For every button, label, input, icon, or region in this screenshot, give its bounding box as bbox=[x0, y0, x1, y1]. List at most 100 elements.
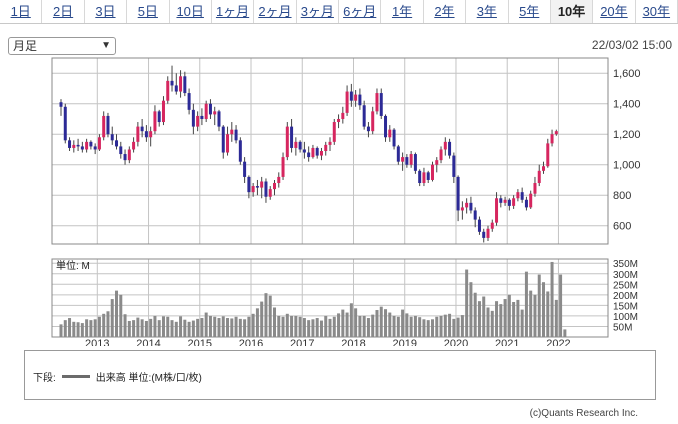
candle-body bbox=[443, 141, 447, 150]
candle-body bbox=[72, 144, 76, 148]
volume-bar bbox=[401, 309, 405, 337]
volume-bar bbox=[559, 274, 563, 337]
volume-bar bbox=[251, 313, 255, 337]
year-label: 2016 bbox=[239, 338, 263, 346]
volume-bar bbox=[486, 307, 490, 337]
candle-body bbox=[426, 172, 430, 180]
volume-bar bbox=[72, 321, 76, 337]
candle-period-select[interactable]: 月足 ▼ bbox=[8, 37, 116, 55]
candle-body bbox=[409, 154, 413, 165]
period-tab-3[interactable]: 5日 bbox=[127, 0, 170, 23]
volume-bar bbox=[307, 320, 311, 337]
candle-body bbox=[106, 115, 110, 135]
candle-body bbox=[337, 118, 341, 123]
volume-bar bbox=[375, 310, 379, 337]
volume-bar bbox=[106, 311, 110, 337]
candle-body bbox=[174, 85, 178, 92]
candle-period-value: 月足 bbox=[13, 39, 38, 53]
volume-bar bbox=[298, 316, 302, 337]
period-tab-5[interactable]: 1ヶ月 bbox=[212, 0, 255, 23]
volume-bar bbox=[384, 309, 388, 337]
period-tab-12[interactable]: 5年 bbox=[509, 0, 551, 23]
volume-bar bbox=[345, 312, 349, 337]
period-tab-2[interactable]: 3日 bbox=[85, 0, 128, 23]
volume-bar bbox=[516, 299, 520, 337]
period-tab-11[interactable]: 3年 bbox=[466, 0, 509, 23]
candle-body bbox=[208, 103, 212, 115]
candle-body bbox=[80, 146, 84, 150]
candle-body bbox=[554, 131, 558, 135]
candle-body bbox=[435, 160, 439, 165]
candle-body bbox=[285, 126, 289, 158]
volume-bar bbox=[264, 293, 268, 337]
period-tab-14[interactable]: 20年 bbox=[593, 0, 636, 23]
volume-tick-label: 100M bbox=[613, 312, 638, 323]
volume-bar bbox=[337, 313, 341, 337]
period-tab-0[interactable]: 1日 bbox=[0, 0, 43, 23]
candle-body bbox=[341, 112, 345, 119]
candle-body bbox=[418, 170, 422, 184]
volume-bar bbox=[273, 307, 276, 337]
volume-bar bbox=[430, 319, 434, 337]
volume-bar bbox=[132, 320, 136, 337]
volume-bar bbox=[324, 315, 328, 337]
candle-body bbox=[465, 202, 469, 208]
candle-body bbox=[302, 149, 306, 153]
volume-bar bbox=[473, 292, 477, 337]
candle-body bbox=[221, 126, 225, 153]
candle-body bbox=[234, 129, 238, 141]
volume-bar bbox=[529, 290, 533, 337]
volume-bar bbox=[354, 308, 358, 337]
volume-bar bbox=[490, 310, 494, 337]
period-tab-4[interactable]: 10日 bbox=[170, 0, 212, 23]
candle-body bbox=[123, 154, 127, 161]
candle-body bbox=[524, 199, 528, 208]
volume-bar bbox=[533, 294, 537, 337]
candle-body bbox=[469, 202, 473, 211]
period-tab-6[interactable]: 2ヶ月 bbox=[254, 0, 297, 23]
period-tab-15[interactable]: 30年 bbox=[636, 0, 678, 23]
volume-bar bbox=[524, 271, 528, 337]
volume-bar bbox=[247, 316, 251, 337]
candle-body bbox=[196, 115, 200, 127]
volume-bar bbox=[520, 309, 524, 337]
volume-bar bbox=[435, 316, 439, 337]
period-tab-1[interactable]: 2日 bbox=[42, 0, 85, 23]
volume-bar bbox=[161, 316, 165, 337]
candle-body bbox=[110, 134, 114, 141]
volume-bar bbox=[554, 299, 558, 337]
period-tab-13[interactable]: 10年 bbox=[550, 0, 594, 23]
price-tick-label: 1,400 bbox=[613, 99, 641, 111]
volume-bar bbox=[332, 316, 336, 337]
candle-body bbox=[298, 141, 302, 150]
candle-body bbox=[247, 176, 251, 193]
volume-bar bbox=[362, 315, 366, 337]
candle-body bbox=[422, 172, 426, 184]
candle-body bbox=[366, 126, 370, 132]
candle-body bbox=[179, 76, 183, 92]
candle-body bbox=[213, 111, 217, 115]
candle-body bbox=[119, 146, 123, 155]
candle-body bbox=[319, 151, 323, 156]
candle-body bbox=[281, 157, 285, 177]
period-tab-9[interactable]: 1年 bbox=[381, 0, 424, 23]
candle-body bbox=[200, 115, 204, 119]
volume-bar bbox=[388, 312, 392, 337]
volume-bar bbox=[460, 315, 464, 337]
volume-bar bbox=[379, 306, 383, 337]
candle-body bbox=[460, 207, 464, 211]
period-tab-7[interactable]: 3ヶ月 bbox=[297, 0, 339, 23]
period-tabs: 1日 2日 3日 5日 10日 1ヶ月 2ヶ月 3ヶ月 6ヶ月 1年 2年 3年 5年 10年 20年 30年 bbox=[0, 0, 678, 24]
volume-bar bbox=[63, 320, 67, 337]
volume-bar bbox=[59, 324, 63, 337]
volume-bar bbox=[127, 320, 131, 337]
volume-bar bbox=[358, 315, 362, 337]
volume-bar bbox=[80, 323, 84, 337]
candle-body bbox=[157, 111, 161, 123]
period-tab-8[interactable]: 6ヶ月 bbox=[339, 0, 382, 23]
period-tab-10[interactable]: 2年 bbox=[424, 0, 467, 23]
candle-body bbox=[59, 102, 63, 107]
candle-body bbox=[482, 231, 486, 238]
volume-bar bbox=[187, 321, 191, 337]
volume-bar bbox=[213, 316, 217, 337]
